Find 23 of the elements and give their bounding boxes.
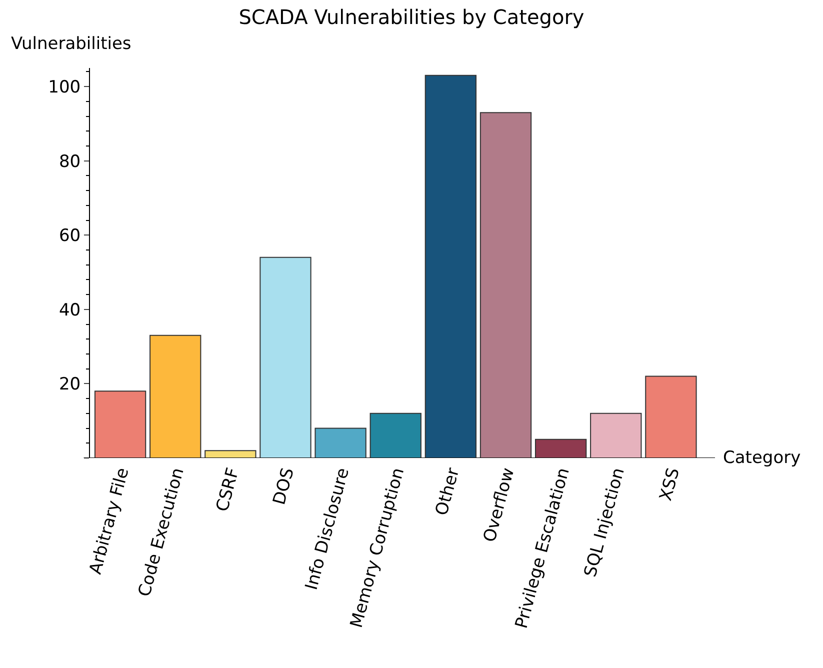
x-tick-label: Other [432,466,464,518]
y-axis-title: Vulnerabilities [11,34,132,54]
x-tick-label: DOS [270,466,299,507]
bar [204,450,256,458]
bar [94,390,146,458]
bar [534,438,587,458]
x-axis-title: Category [723,448,801,468]
bar [645,376,697,458]
bar [480,112,532,458]
chart-title: SCADA Vulnerabilities by Category [238,5,584,30]
y-tick-label: 60 [58,226,81,246]
bar [370,412,422,458]
bar [590,412,642,458]
bar [260,256,312,458]
y-tick-label: 20 [58,374,81,395]
bar [150,334,202,458]
y-tick-label: 40 [58,300,81,320]
y-tick-label: 100 [48,78,81,98]
bar [314,428,366,458]
x-tick-label: XSS [656,466,684,504]
x-tick-label: CSRF [212,466,244,514]
y-tick-label: 80 [58,152,81,172]
bar [424,74,477,458]
